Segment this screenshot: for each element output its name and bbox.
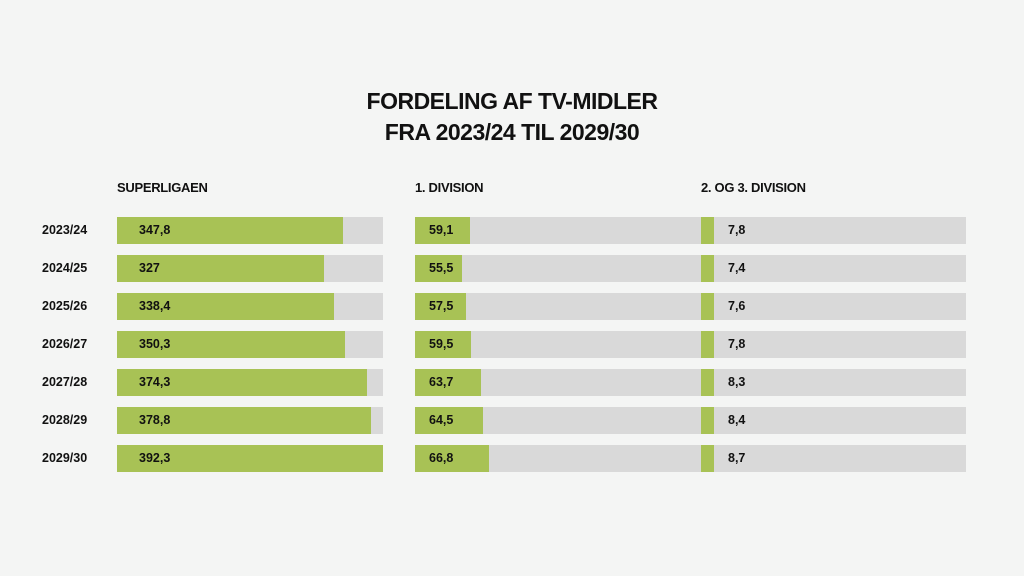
- bar-track: 8,3: [701, 369, 966, 396]
- bar-track: 8,7: [701, 445, 966, 472]
- year-label: 2029/30: [42, 451, 88, 465]
- value-label: 7,8: [728, 223, 746, 237]
- bar: [415, 255, 462, 282]
- bar: [415, 293, 467, 320]
- title-line-1: FORDELING AF TV-MIDLER: [366, 88, 658, 114]
- value-label: 350,3: [139, 337, 171, 351]
- value-label: 8,4: [728, 413, 746, 427]
- bar: [701, 293, 714, 320]
- year-label: 2023/24: [42, 223, 88, 237]
- bar-track: 7,4: [701, 255, 966, 282]
- bar-track: 338,4: [117, 293, 383, 320]
- bar-track: 8,4: [701, 407, 966, 434]
- value-label: 392,3: [139, 451, 171, 465]
- bar: [117, 293, 335, 320]
- year-label: 2027/28: [42, 375, 88, 389]
- title-line-2: FRA 2023/24 TIL 2029/30: [384, 119, 640, 145]
- bar-track: 347,8: [117, 217, 383, 244]
- bar: [701, 255, 714, 282]
- bar-track: 374,3: [117, 369, 383, 396]
- bar: [415, 445, 489, 472]
- bar-track: 392,3: [117, 445, 383, 472]
- bar: [415, 331, 472, 358]
- value-label: 7,6: [728, 299, 746, 313]
- year-label: 2025/26: [42, 299, 88, 313]
- bar: [117, 331, 346, 358]
- value-label: 55,5: [429, 261, 454, 275]
- bar: [415, 369, 482, 396]
- bar-track: 7,6: [701, 293, 966, 320]
- year-label: 2024/25: [42, 261, 88, 275]
- bar: [117, 255, 324, 282]
- value-label: 7,4: [728, 261, 746, 275]
- value-label: 347,8: [139, 223, 171, 237]
- bar: [415, 407, 484, 434]
- bar-track: 7,8: [701, 217, 966, 244]
- bar: [117, 369, 367, 396]
- bar: [701, 445, 714, 472]
- value-label: 7,8: [728, 337, 746, 351]
- panel-title: 1. DIVISION: [415, 180, 484, 195]
- bar: [701, 217, 714, 244]
- bar-track: 350,3: [117, 331, 383, 358]
- chart-title: FORDELING AF TV-MIDLER FRA 2023/24 TIL 2…: [0, 86, 1024, 148]
- bar: [701, 369, 714, 396]
- panel-title: 2. OG 3. DIVISION: [701, 180, 806, 195]
- bar-track: 327: [117, 255, 383, 282]
- bar: [415, 217, 471, 244]
- bar: [117, 445, 383, 472]
- value-label: 57,5: [429, 299, 454, 313]
- bar-track: 378,8: [117, 407, 383, 434]
- bar: [701, 407, 714, 434]
- value-label: 327: [139, 261, 160, 275]
- value-label: 59,5: [429, 337, 454, 351]
- value-label: 63,7: [429, 375, 454, 389]
- year-label: 2028/29: [42, 413, 88, 427]
- value-label: 8,3: [728, 375, 746, 389]
- panel-title: SUPERLIGAEN: [117, 180, 208, 195]
- bar: [117, 217, 343, 244]
- bar: [117, 407, 371, 434]
- year-label: 2026/27: [42, 337, 88, 351]
- bar-track: 7,8: [701, 331, 966, 358]
- bar: [701, 331, 714, 358]
- value-label: 374,3: [139, 375, 171, 389]
- value-label: 378,8: [139, 413, 171, 427]
- value-label: 64,5: [429, 413, 454, 427]
- value-label: 66,8: [429, 451, 454, 465]
- value-label: 8,7: [728, 451, 746, 465]
- value-label: 59,1: [429, 223, 454, 237]
- value-label: 338,4: [139, 299, 171, 313]
